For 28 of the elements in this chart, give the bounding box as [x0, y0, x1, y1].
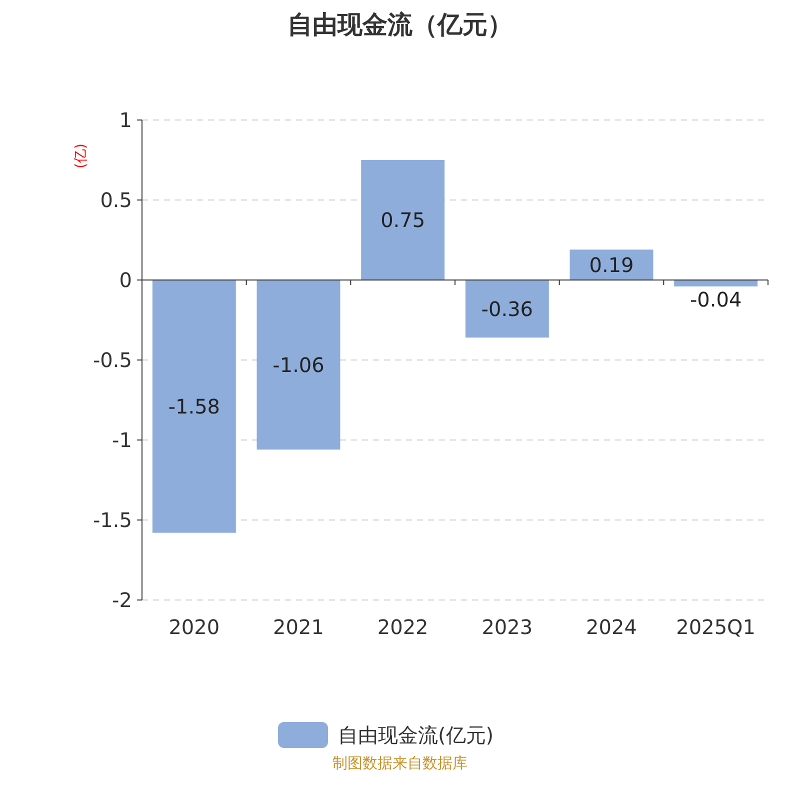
- x-tick-label: 2020: [168, 615, 220, 639]
- x-tick-label: 2025Q1: [676, 615, 756, 639]
- x-tick-label: 2021: [273, 615, 324, 639]
- y-tick-label: 1: [119, 108, 132, 132]
- y-axis-title: (亿): [73, 144, 89, 168]
- data-label: 0.19: [589, 252, 634, 277]
- x-tick-label: 2022: [377, 615, 428, 639]
- bar: [674, 280, 758, 286]
- text: 制图数据来自数据库: [332, 754, 468, 772]
- y-tick-label: -1: [112, 428, 132, 452]
- y-tick-label: 0.5: [100, 188, 132, 212]
- x-tick-label: 2024: [586, 615, 637, 639]
- data-label: 0.75: [380, 208, 426, 232]
- data-label: -0.04: [690, 287, 742, 312]
- y-tick-label: -2: [112, 588, 132, 612]
- data-label: -1.58: [168, 394, 220, 418]
- bar: [465, 280, 549, 338]
- y-tick-label: -1.5: [92, 508, 132, 532]
- y-tick-label: 0: [119, 268, 132, 292]
- x-tick-label: 2023: [482, 615, 533, 639]
- bar: [256, 280, 340, 450]
- chart-title: 自由现金流（亿元）: [288, 10, 512, 39]
- data-label: -1.06: [272, 352, 324, 377]
- legend-label: 自由现金流(亿元): [338, 723, 494, 747]
- bar: [361, 160, 445, 280]
- data-label: -0.36: [481, 296, 534, 321]
- bar: [152, 280, 236, 533]
- y-tick-label: -0.5: [92, 348, 132, 372]
